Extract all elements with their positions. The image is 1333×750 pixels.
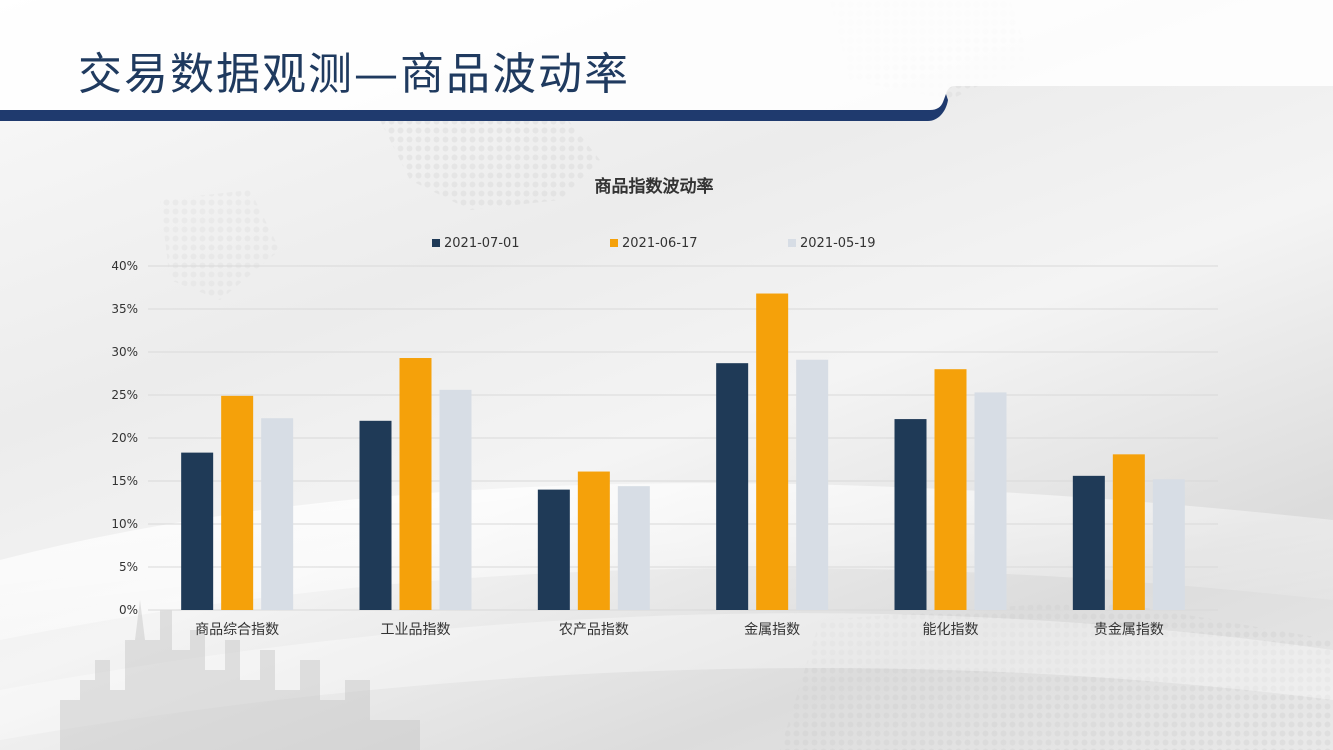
y-tick-label: 10% bbox=[111, 517, 138, 531]
x-axis: 商品综合指数 工业品指数 农产品指数 金属指数 能化指数 贵金属指数 bbox=[195, 622, 1164, 638]
bar bbox=[716, 363, 749, 610]
legend-label: 2021-06-17 bbox=[622, 236, 698, 251]
y-axis: 0% 5% 10% 15% 20% 25% 30% 35% 40% bbox=[111, 259, 138, 617]
bar bbox=[221, 395, 254, 610]
bar bbox=[359, 420, 392, 610]
bar bbox=[1112, 454, 1145, 610]
y-tick-label: 30% bbox=[111, 345, 138, 359]
y-tick-label: 35% bbox=[111, 302, 138, 316]
header-band bbox=[0, 0, 1333, 121]
bars bbox=[181, 293, 1185, 610]
bar bbox=[1152, 479, 1185, 610]
slide-title: 交易数据观测—商品波动率 bbox=[78, 49, 630, 100]
x-tick-label: 工业品指数 bbox=[381, 622, 451, 638]
y-tick-label: 25% bbox=[111, 388, 138, 402]
legend: 2021-07-01 2021-06-17 2021-05-19 bbox=[432, 236, 876, 251]
bar bbox=[577, 471, 610, 610]
bar bbox=[399, 358, 432, 610]
bar bbox=[894, 419, 927, 610]
legend-swatch bbox=[432, 239, 440, 247]
chart-title: 商品指数波动率 bbox=[595, 176, 714, 197]
bar bbox=[1072, 475, 1105, 610]
header-accent-bar bbox=[0, 94, 948, 121]
bar bbox=[181, 452, 214, 610]
legend-label: 2021-07-01 bbox=[444, 236, 520, 251]
gridlines bbox=[148, 265, 1218, 611]
y-tick-label: 40% bbox=[111, 259, 138, 273]
y-tick-label: 5% bbox=[119, 560, 138, 574]
bar bbox=[439, 389, 472, 610]
bar bbox=[261, 418, 294, 610]
y-tick-label: 0% bbox=[119, 603, 138, 617]
y-tick-label: 20% bbox=[111, 431, 138, 445]
legend-swatch bbox=[610, 239, 618, 247]
bar bbox=[934, 369, 967, 610]
bar bbox=[796, 359, 829, 610]
legend-swatch bbox=[788, 239, 796, 247]
bar bbox=[537, 489, 570, 610]
x-tick-label: 能化指数 bbox=[923, 622, 979, 638]
x-tick-label: 贵金属指数 bbox=[1094, 622, 1164, 638]
bar bbox=[756, 293, 789, 610]
x-tick-label: 农产品指数 bbox=[559, 622, 629, 638]
bar bbox=[974, 392, 1007, 610]
legend-label: 2021-05-19 bbox=[800, 236, 876, 251]
bar bbox=[617, 486, 650, 610]
x-tick-label: 商品综合指数 bbox=[195, 622, 279, 638]
header-panel bbox=[0, 0, 1333, 117]
y-tick-label: 15% bbox=[111, 474, 138, 488]
x-tick-label: 金属指数 bbox=[744, 622, 800, 638]
